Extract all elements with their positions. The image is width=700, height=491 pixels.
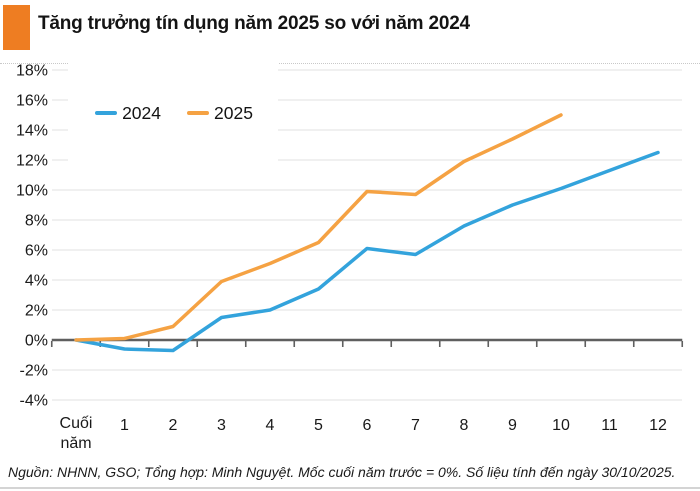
y-axis-label: 18% — [16, 63, 48, 80]
x-axis-label: 8 — [460, 417, 469, 434]
y-axis-label: -2% — [20, 363, 48, 380]
source-note: Nguồn: NHNN, GSO; Tổng hợp: Minh Nguyệt.… — [8, 464, 676, 480]
x-axis-label: 6 — [363, 417, 372, 434]
x-axis-label: 2 — [169, 417, 178, 434]
series-line-2025 — [74, 113, 563, 342]
title-separator-line — [0, 63, 700, 64]
x-axis-label: 10 — [552, 417, 570, 434]
y-axis-label: 6% — [25, 243, 48, 260]
y-axis-label: 16% — [16, 93, 48, 110]
legend-label: 2025 — [214, 102, 253, 123]
y-axis-label: 14% — [16, 123, 48, 140]
x-axis-label: 1 — [120, 417, 129, 434]
y-axis-label: 10% — [16, 183, 48, 200]
series-line-2024 — [74, 150, 660, 353]
title-accent-square — [3, 5, 30, 50]
x-axis-label: 3 — [217, 417, 226, 434]
chart-legend: 2024 2025 — [68, 60, 280, 166]
bottom-border-line — [0, 487, 700, 489]
y-axis-label: 4% — [25, 273, 48, 290]
legend-label: 2024 — [122, 102, 161, 123]
y-axis-label: 0% — [25, 333, 48, 350]
y-axis-label: 2% — [25, 303, 48, 320]
legend-swatch-2025 — [187, 111, 209, 115]
legend-item-2025: 2025 — [187, 103, 253, 124]
x-axis-label: 5 — [314, 417, 323, 434]
y-axis-label: 12% — [16, 153, 48, 170]
x-axis-label: 12 — [649, 417, 667, 434]
x-axis-label: 4 — [266, 417, 275, 434]
x-axis-label: 7 — [411, 417, 420, 434]
legend-item-2024: 2024 — [95, 103, 161, 124]
legend-swatch-2024 — [95, 111, 118, 115]
x-axis-label: 9 — [508, 417, 517, 434]
y-axis-label: 8% — [25, 213, 48, 230]
y-axis-label: -4% — [20, 393, 48, 410]
chart-title: Tăng trưởng tín dụng năm 2025 so với năm… — [38, 13, 470, 34]
x-axis-label: Cuối năm — [60, 415, 93, 452]
x-axis-label: 11 — [601, 417, 618, 434]
